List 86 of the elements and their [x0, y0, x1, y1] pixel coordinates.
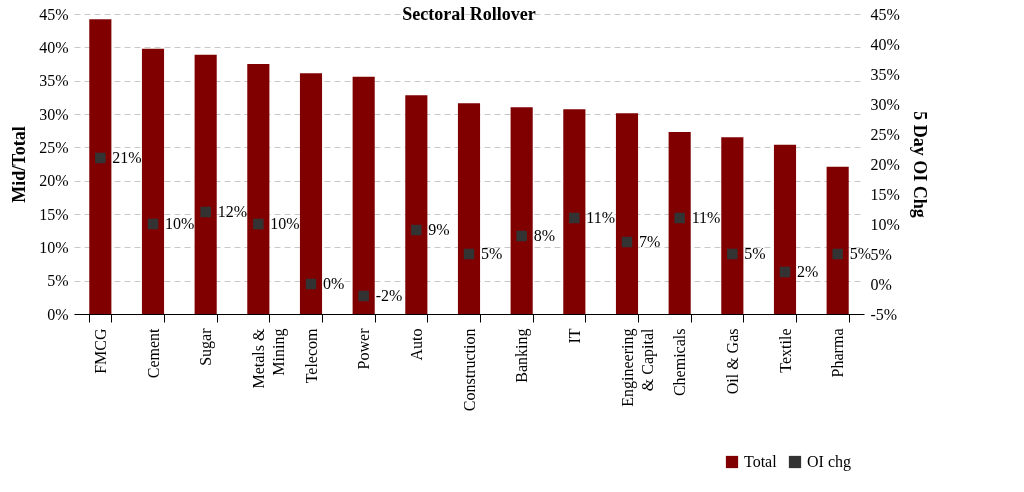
x-tick-label: Power — [355, 327, 373, 370]
point — [200, 206, 211, 218]
bar — [194, 54, 217, 314]
y-tick-label: 15% — [39, 205, 69, 223]
data-label: 11% — [691, 209, 721, 226]
data-label: 7% — [639, 233, 661, 250]
data-label: 9% — [428, 221, 450, 238]
chart-title: Sectoral Rollover — [402, 4, 536, 24]
bar — [668, 132, 691, 314]
point — [358, 290, 369, 302]
point — [727, 248, 738, 260]
point — [253, 218, 264, 230]
point — [147, 218, 159, 230]
x-tick-label: Auto — [407, 328, 425, 361]
y-tick-label: 35% — [39, 72, 69, 90]
data-label: 5% — [849, 245, 871, 262]
data-label: 8% — [533, 227, 555, 244]
y2-tick-label: 20% — [870, 155, 900, 173]
x-tick-label: Metals & Mining — [249, 327, 288, 389]
y-tick-label: 45% — [39, 5, 69, 23]
bar — [510, 107, 533, 314]
y-tick-label: 0% — [47, 305, 69, 323]
data-label: 5% — [481, 245, 503, 262]
x-tick-label: Oil & Gas — [723, 328, 741, 395]
y2-tick-label: 40% — [870, 35, 900, 53]
bar — [773, 144, 797, 314]
data-label: 21% — [112, 149, 142, 166]
x-tick-label: IT — [565, 328, 583, 344]
point — [463, 248, 475, 260]
bar — [826, 166, 849, 314]
y2-tick-label: 15% — [870, 185, 900, 203]
y-tick-label: 20% — [39, 172, 69, 190]
y2-tick-label: 5% — [870, 245, 892, 263]
y2-tick-label: 45% — [870, 5, 900, 23]
point — [674, 212, 685, 224]
y2-tick-label: -5% — [870, 305, 898, 323]
point — [779, 266, 791, 278]
bar — [247, 64, 270, 314]
y-tick-label: 10% — [39, 238, 69, 256]
x-tick-label: Cement — [144, 327, 162, 379]
y-tick-label: 40% — [39, 38, 69, 56]
y2-tick-label: 0% — [870, 275, 892, 293]
y2-tick-label: 30% — [870, 95, 900, 113]
y2-tick-label: 10% — [870, 215, 900, 233]
point — [621, 236, 633, 248]
data-label: 2% — [797, 263, 819, 280]
bar — [721, 137, 744, 314]
x-tick-label: Chemicals — [671, 328, 689, 397]
legend-label: Total — [744, 453, 778, 470]
x-tick-label: Textile — [776, 328, 794, 373]
bar — [89, 19, 112, 314]
x-tick-label: Pharma — [829, 328, 847, 378]
data-label: 12% — [217, 203, 247, 220]
point — [305, 278, 317, 290]
data-label: 10% — [165, 215, 195, 232]
bar — [457, 103, 481, 314]
data-label: 5% — [744, 245, 766, 262]
y2-tick-label: 25% — [870, 125, 900, 143]
point — [516, 230, 527, 242]
bar — [563, 109, 586, 314]
data-label: 10% — [270, 215, 300, 232]
bar — [299, 73, 323, 314]
x-tick-label: Sugar — [197, 327, 216, 366]
x-tick-label: Engineering & Capital — [618, 327, 657, 407]
x-tick-label: Banking — [513, 328, 532, 383]
x-tick-label: FMCG — [91, 328, 109, 374]
legend-label: OI chg — [807, 453, 851, 471]
bar — [615, 113, 639, 314]
data-label: 11% — [586, 209, 616, 226]
point — [569, 212, 580, 224]
y-tick-label: 5% — [47, 272, 69, 290]
data-label: -2% — [375, 287, 403, 304]
x-tick-label: Construction — [460, 328, 478, 412]
point — [411, 224, 422, 236]
y-tick-label: 25% — [39, 138, 69, 156]
y2-tick-label: 35% — [870, 65, 900, 83]
bar — [141, 48, 165, 314]
data-label: 0% — [323, 275, 345, 292]
y-tick-label: 30% — [39, 105, 69, 123]
x-tick-label: Telecom — [302, 327, 320, 384]
bar — [352, 76, 375, 314]
point — [95, 152, 106, 164]
point — [832, 248, 843, 260]
bar — [405, 95, 428, 314]
y2-axis-title: 5 Day OI Chg — [909, 111, 930, 218]
y-axis-title: Mid/Total — [9, 126, 30, 203]
